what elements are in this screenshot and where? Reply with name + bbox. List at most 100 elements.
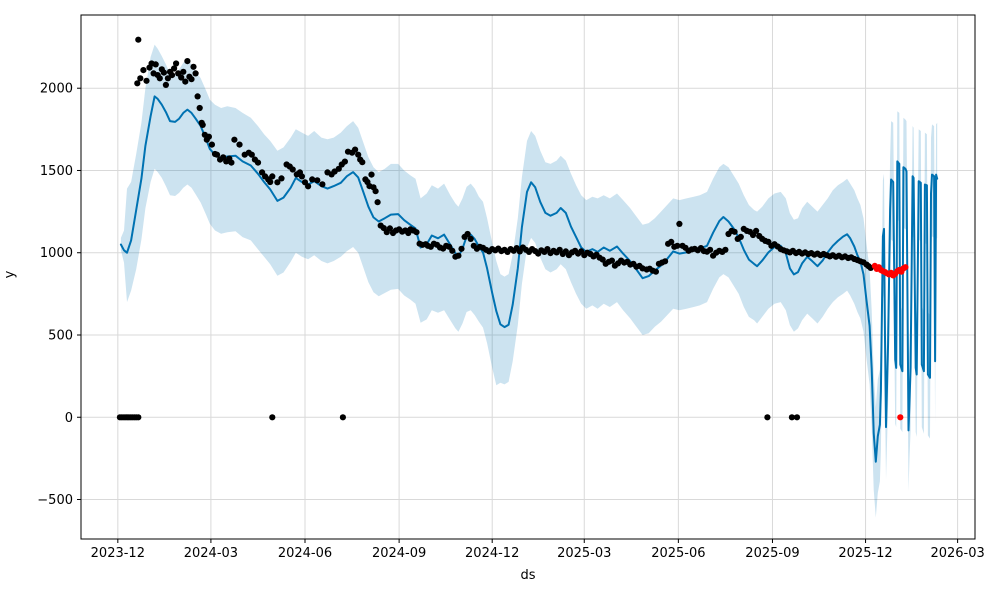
y-tick-label: 1000 [40,246,73,261]
observed-point [737,233,744,240]
observed-point [152,61,159,68]
observed-point [298,173,305,180]
recent-points [871,262,909,421]
observed-point [386,225,393,232]
observed-point [274,179,281,186]
observed-point [269,173,276,180]
observed-point [190,63,197,70]
x-tick-label: 2024-03 [184,546,238,561]
observed-point [458,245,465,252]
observed-point [372,188,379,195]
observed-point [374,199,381,206]
observed-point [368,171,375,178]
observed-point [753,227,760,234]
observed-point [464,230,471,238]
observed-point [309,176,316,183]
observed-point [140,67,147,74]
x-tick-label: 2025-12 [838,546,892,561]
observed-point [608,257,616,264]
observed-point [231,136,238,143]
observed-point [236,141,243,148]
observed-point [707,246,714,253]
x-tick-label: 2025-06 [651,546,705,561]
x-tick-label: 2026-03 [930,546,984,561]
x-axis-title: ds [520,568,536,583]
forecast-line [119,95,939,463]
observed-point [413,229,420,236]
observed-point [184,58,191,65]
observed-point [278,175,285,182]
observed-point [228,159,235,166]
y-tick-label: 2000 [40,82,73,97]
observed-point [676,220,683,227]
observed-point [135,414,142,421]
observed-point [764,414,771,421]
observed-point [335,165,342,172]
observed-point [137,75,144,82]
y-tick-label: −500 [37,493,73,508]
observed-point [314,177,321,184]
y-tick-label: 500 [48,328,73,343]
observed-point [652,268,660,275]
observed-point [194,93,201,100]
observed-point [135,36,142,43]
observed-points [116,36,874,421]
observed-point [162,81,169,88]
observed-point [731,228,738,235]
observed-point [662,258,669,265]
observed-point [793,414,801,421]
x-tick-label: 2025-09 [745,546,799,561]
observed-point [143,77,150,84]
axis-tick-labels: 2023-12 2024-03 2024-06 2024-09 2024-12 2025-… [37,82,984,561]
observed-point [180,68,187,75]
observed-point [269,414,276,421]
observed-point [289,166,296,173]
observed-point [267,178,274,186]
observed-point [156,75,163,82]
x-tick-label: 2024-06 [278,546,332,561]
observed-point [722,246,729,253]
x-tick-label: 2024-12 [465,546,519,561]
observed-point [134,80,141,87]
observed-point [254,159,262,166]
observed-point [355,151,362,158]
observed-point [788,414,796,421]
observed-point [168,72,176,79]
x-tick-label: 2025-03 [557,546,611,561]
observed-point [341,158,348,165]
observed-point [178,74,185,81]
observed-point [182,78,189,85]
observed-point [467,235,474,242]
axis-ticks [77,87,959,543]
observed-point [674,242,681,249]
axes-spines [80,14,976,540]
uncertainty-band [120,44,938,518]
observed-point [199,121,206,128]
y-axis-title: y [2,270,18,279]
x-tick-label: 2023-12 [91,546,145,561]
y-tick-label: 0 [65,411,73,426]
observed-point [188,76,195,83]
observed-point [359,159,366,166]
observed-point [205,133,212,140]
observed-point [455,252,462,259]
observed-point [208,141,215,148]
y-tick-label: 1500 [40,164,73,179]
observed-point [305,183,312,190]
observed-point [449,247,456,254]
observed-point [171,65,178,72]
observed-point [213,151,221,158]
recent-point [897,414,904,421]
observed-point [160,69,167,76]
observed-point [196,104,203,112]
x-tick-label: 2024-09 [372,546,426,561]
observed-point [192,70,199,77]
observed-point [668,238,675,245]
observed-point [319,181,326,188]
observed-point [339,414,346,421]
observed-point [173,60,180,67]
observed-point [352,146,359,153]
observed-point [248,151,255,158]
recent-point [902,264,909,271]
